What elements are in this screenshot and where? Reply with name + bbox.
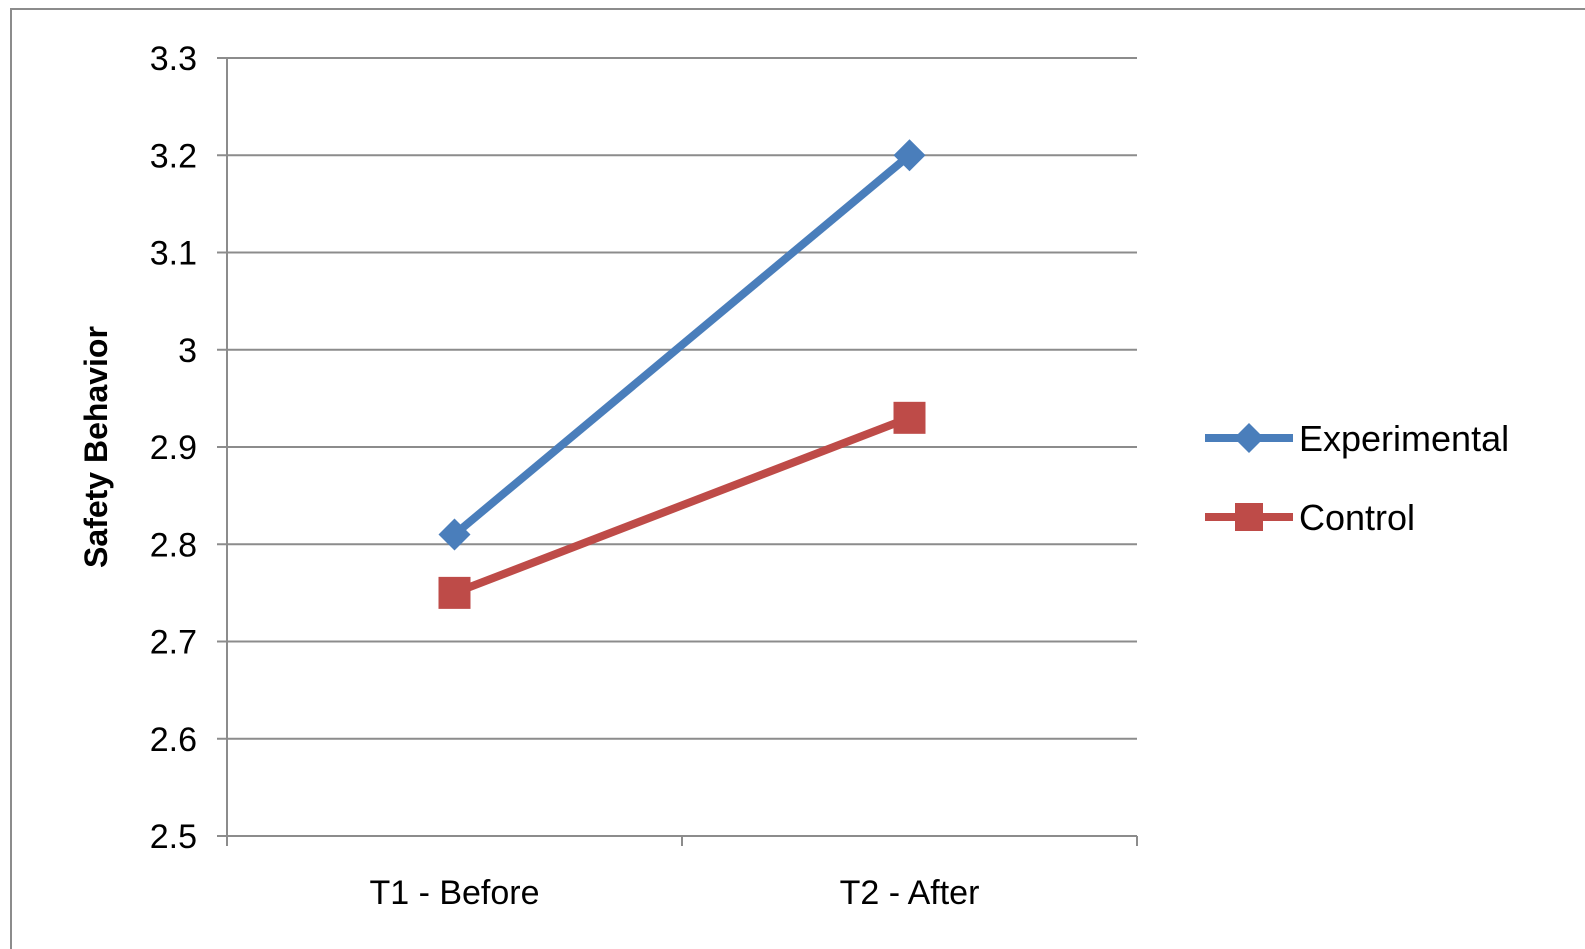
x-axis-ticks: T1 - Before T2 - After [226,836,1138,912]
y-tick-label: 2.7 [150,624,197,662]
series-line [451,152,913,538]
y-axis-label: Safety Behavior [78,326,114,568]
y-tick-label: 3.2 [150,137,197,175]
series-line [453,414,911,597]
legend-marker [1234,423,1264,453]
y-tick-label: 2.9 [150,429,197,467]
legend-marker [1235,503,1263,531]
data-point [438,518,471,551]
data-point [893,401,926,434]
series-experimental [438,139,926,551]
legend-label: Control [1299,497,1415,538]
series-group [438,139,926,609]
y-tick-label: 2.6 [150,721,197,759]
legend-label: Experimental [1299,418,1509,459]
line-chart: 2.5 2.6 2.7 2.8 2.9 3 3.1 3.2 3.3 T1 - Before T2 … [78,40,1509,912]
data-point [438,576,471,609]
chart-frame: 2.5 2.6 2.7 2.8 2.9 3 3.1 3.2 3.3 T1 - Before T2 … [10,8,1585,949]
y-tick-label: 2.8 [150,526,197,564]
gridlines [227,57,1137,740]
x-tick-label: T2 - After [840,874,980,912]
y-tick-label: 3.3 [150,40,197,78]
data-point [893,139,926,172]
legend-item-control: Control [1205,497,1415,538]
legend-item-experimental: Experimental [1205,418,1509,459]
y-tick-label: 3.1 [150,235,197,273]
x-tick-label: T1 - Before [369,874,539,912]
y-tick-label: 2.5 [150,818,197,856]
series-control [438,401,926,609]
y-axis-ticks: 2.5 2.6 2.7 2.8 2.9 3 3.1 3.2 3.3 [150,40,227,856]
legend: Experimental Control [1205,418,1509,538]
y-tick-label: 3 [178,332,197,370]
